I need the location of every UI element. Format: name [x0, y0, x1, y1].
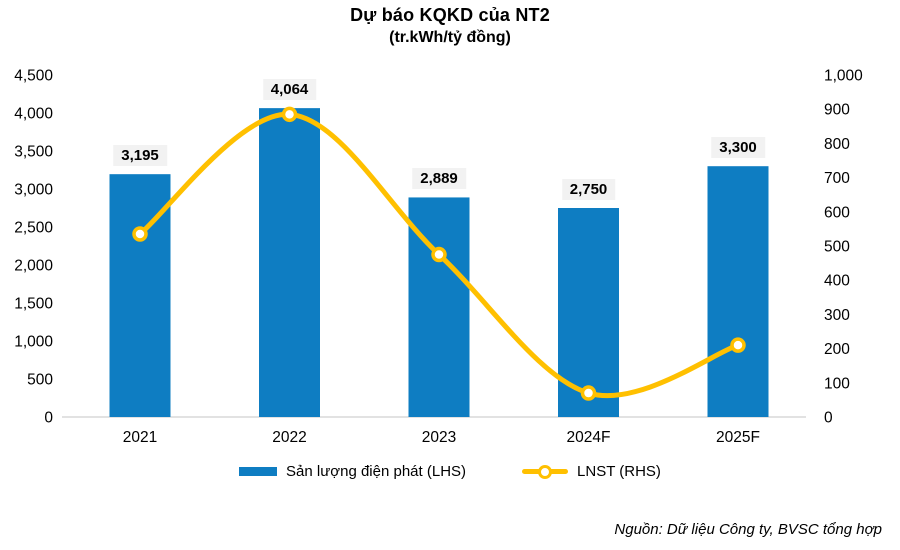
right-axis-tick-label: 500: [824, 239, 850, 256]
left-axis-tick-label: 4,000: [14, 106, 53, 123]
line-marker-2023: [431, 246, 447, 263]
bar-2025F: [707, 166, 769, 417]
left-axis-tick-label: 3,000: [14, 182, 53, 199]
right-axis-tick-label: 0: [824, 410, 833, 427]
x-axis-label-2023: 2023: [422, 429, 456, 446]
right-axis-tick-label: 800: [824, 136, 850, 153]
legend-label-line-series: LNST (RHS): [577, 463, 661, 480]
left-axis-tick-label: 3,500: [14, 144, 53, 161]
legend: Sản lượng điện phát (LHS) LNST (RHS): [0, 463, 900, 480]
chart-title: Dự báo KQKD của NT2: [350, 5, 550, 25]
left-axis-tick-label: 2,000: [14, 258, 53, 275]
line-marker-2025F: [730, 337, 746, 353]
legend-item-line-series[interactable]: LNST (RHS): [522, 463, 661, 480]
bar-value-label-2021: 3,195: [113, 145, 167, 167]
right-axis-tick-label: 400: [824, 273, 850, 290]
right-axis-tick-label: 600: [824, 204, 850, 221]
bar-value-label-2025F: 3,300: [711, 137, 765, 159]
right-axis-tick-label: 100: [824, 375, 850, 392]
line-marker-2022: [281, 106, 298, 123]
right-axis-tick-label: 900: [824, 102, 850, 119]
bar-series-swatch: [239, 467, 278, 476]
x-axis-label-2024F: 2024F: [567, 429, 611, 446]
bar-value-label-2024F: 2,750: [561, 179, 616, 200]
x-axis-label-2025F: 2025F: [716, 429, 760, 446]
left-axis-tick-label: 1,000: [14, 334, 53, 351]
source-note: Nguồn: Dữ liệu Công ty, BVSC tổng hợp: [614, 521, 882, 538]
bar-value-label-2023: 2,889: [412, 168, 466, 190]
left-axis-tick-label: 1,500: [14, 296, 53, 313]
right-axis-tick-label: 700: [824, 170, 850, 187]
legend-label-bar-series: Sản lượng điện phát (LHS): [286, 463, 467, 480]
right-axis-tick-label: 200: [824, 341, 850, 358]
left-axis-tick-label: 500: [27, 372, 53, 389]
line-marker-2021: [132, 226, 148, 242]
x-axis-label-2021: 2021: [123, 429, 157, 446]
right-axis-tick-label: 300: [824, 307, 850, 324]
line-series-swatch: [522, 464, 569, 479]
bar-2022: [259, 108, 320, 418]
line-marker-icon: [538, 464, 553, 479]
left-axis-tick-label: 4,500: [14, 68, 53, 85]
right-axis-tick-label: 1,000: [824, 68, 863, 85]
x-axis-label-2022: 2022: [272, 429, 306, 446]
left-axis-tick-label: 2,500: [14, 220, 53, 237]
chart-subtitle: (tr.kWh/tỷ đồng): [389, 29, 511, 46]
line-marker-2024F: [580, 385, 597, 401]
bar-value-label-2022: 4,064: [262, 79, 317, 101]
left-axis-tick-label: 0: [44, 410, 53, 427]
legend-item-bar-series[interactable]: Sản lượng điện phát (LHS): [239, 463, 466, 480]
